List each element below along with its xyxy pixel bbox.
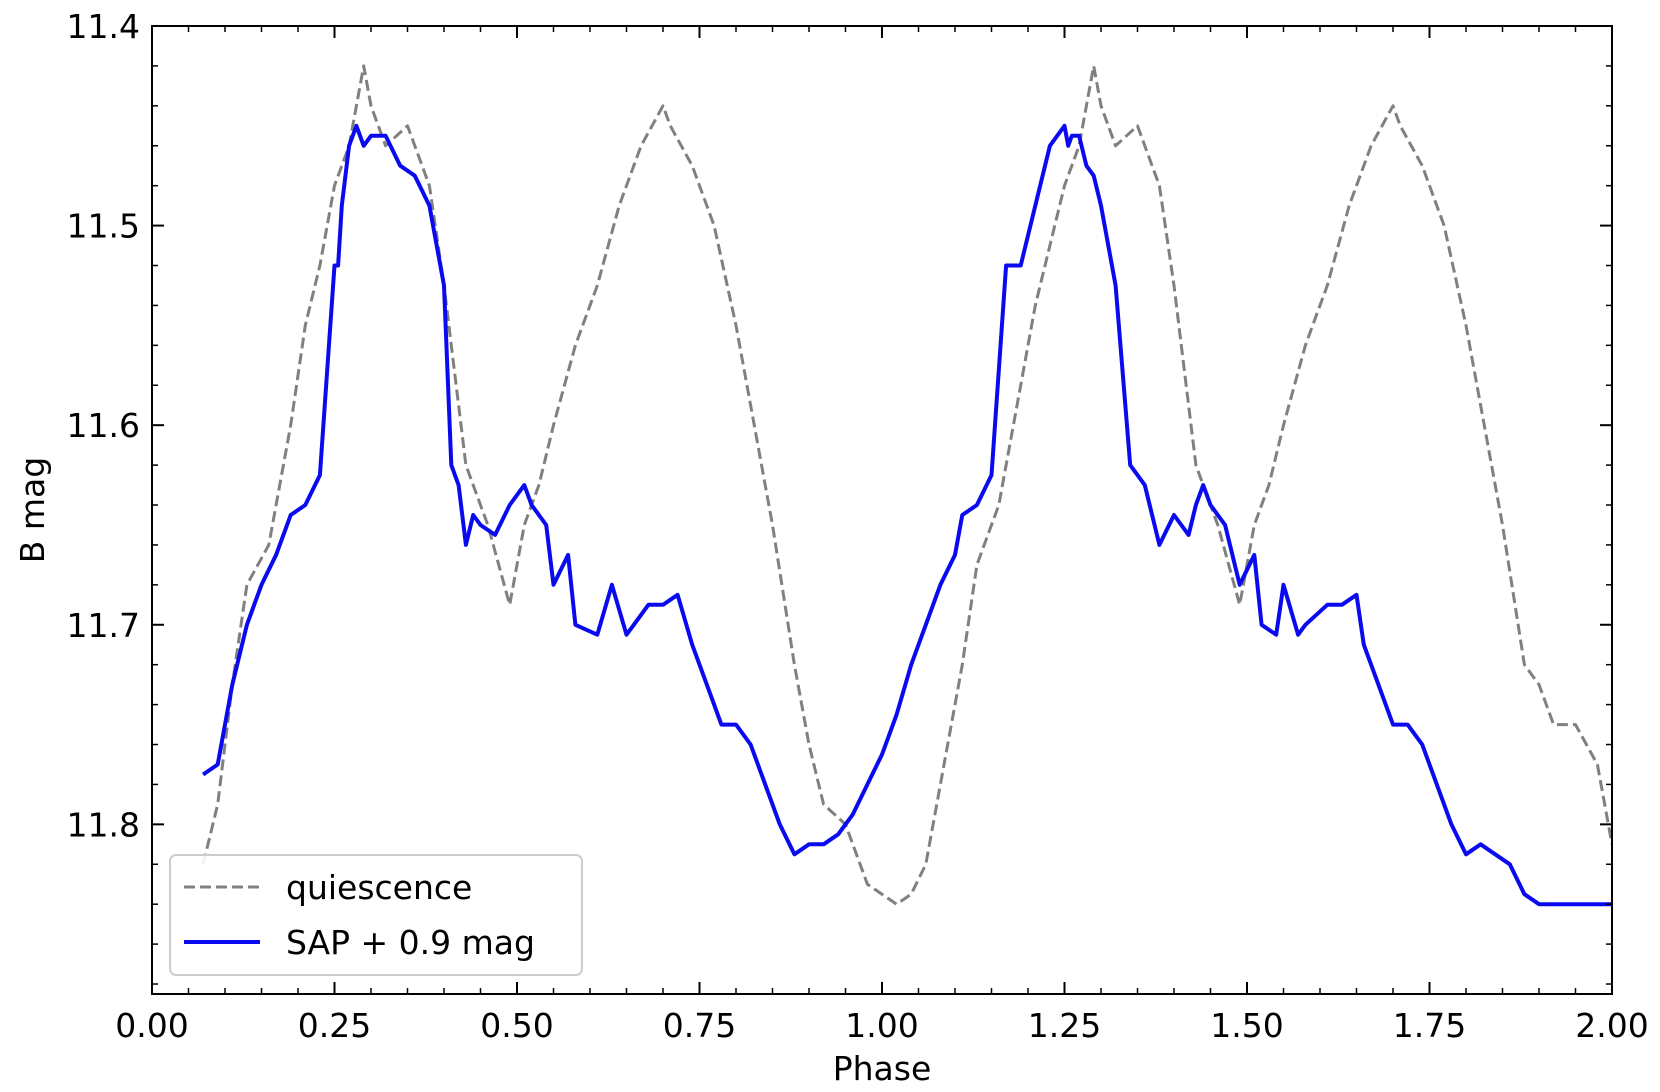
plot-frame [151, 25, 1613, 995]
x-tick-label: 0.50 [480, 1006, 553, 1045]
legend-label-1: SAP + 0.9 mag [286, 923, 535, 962]
series-line-1 [201, 123, 1612, 907]
x-tick-label: 2.00 [1575, 1006, 1648, 1045]
y-tick-label: 11.6 [67, 406, 140, 445]
y-tick-label: 11.4 [67, 7, 140, 46]
x-tick-label: 0.25 [298, 1006, 371, 1045]
y-tick-label: 11.8 [67, 805, 140, 844]
y-tick-label: 11.5 [67, 207, 140, 246]
x-tick-label: 1.75 [1393, 1006, 1466, 1045]
series-line-0 [201, 64, 1612, 906]
y-tick-label: 11.7 [67, 606, 140, 645]
x-tick-label: 0.00 [115, 1006, 188, 1045]
axis-ticks: 0.00 0.25 0.50 0.75 1.00 1.25 1.50 1.75 2.00 11.4… [67, 7, 1649, 1045]
x-axis-label: Phase [833, 1049, 932, 1088]
x-tick-label: 1.50 [1210, 1006, 1283, 1045]
legend-label-0: quiescence [286, 868, 472, 907]
x-tick-label: 1.00 [845, 1006, 918, 1045]
y-axis-label: B mag [13, 457, 52, 563]
legend: quiescence SAP + 0.9 mag [169, 854, 583, 976]
legend-box [169, 854, 583, 976]
x-tick-label: 1.25 [1028, 1006, 1101, 1045]
x-tick-label: 0.75 [663, 1006, 736, 1045]
plot-area [151, 25, 1613, 995]
